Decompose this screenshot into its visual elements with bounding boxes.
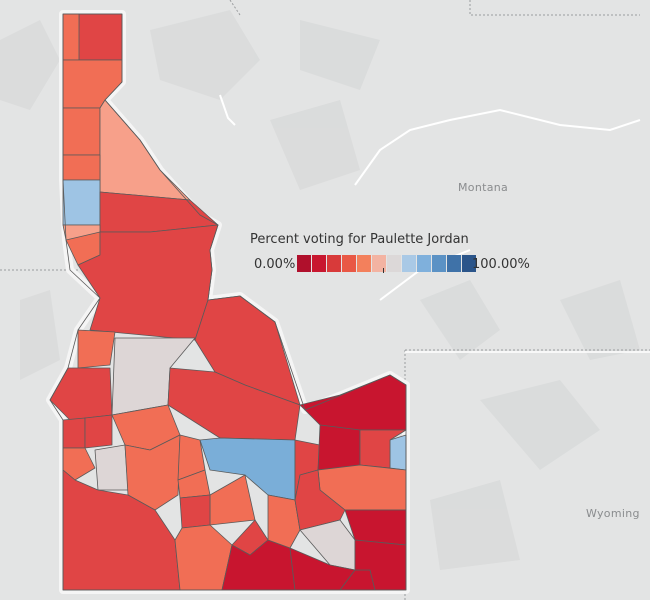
- legend-swatch[interactable]: [387, 255, 402, 272]
- legend-swatch[interactable]: [432, 255, 447, 272]
- county-cassia: [222, 540, 295, 590]
- county-payette: [63, 418, 85, 448]
- counties: [50, 14, 406, 590]
- legend-swatch[interactable]: [357, 255, 372, 272]
- legend-swatch[interactable]: [447, 255, 462, 272]
- county-twin-falls: [175, 525, 232, 590]
- legend-tick-mark: [383, 268, 384, 273]
- county-ada: [95, 445, 128, 490]
- legend-title: Percent voting for Paulette Jordan: [250, 232, 469, 247]
- legend-swatch[interactable]: [327, 255, 342, 272]
- county-teton: [390, 435, 406, 470]
- county-fremont: [318, 425, 360, 470]
- county-gem: [85, 415, 112, 448]
- county-bonner: [63, 60, 122, 108]
- legend-swatch[interactable]: [297, 255, 312, 272]
- montana-label: Montana: [458, 181, 508, 194]
- legend-swatch[interactable]: [402, 255, 417, 272]
- county-boundary: [78, 14, 122, 60]
- legend-max-label: 100.00%: [472, 257, 530, 272]
- legend-swatch[interactable]: [372, 255, 387, 272]
- legend-color-bar[interactable]: [297, 255, 477, 272]
- county-latah: [63, 180, 100, 225]
- county-jerome: [180, 495, 210, 528]
- legend-swatch[interactable]: [417, 255, 432, 272]
- county-clark: [300, 375, 406, 430]
- legend-swatch[interactable]: [312, 255, 327, 272]
- legend-swatch[interactable]: [342, 255, 357, 272]
- county-kootenai: [63, 108, 100, 155]
- legend-min-label: 0.00%: [254, 257, 295, 272]
- county-boundary-west: [63, 14, 79, 60]
- wyoming-label: Wyoming: [586, 507, 640, 520]
- county-lincoln: [210, 475, 255, 525]
- county-benewah: [63, 155, 100, 180]
- county-clearwater: [100, 192, 218, 232]
- county-adams: [78, 330, 115, 368]
